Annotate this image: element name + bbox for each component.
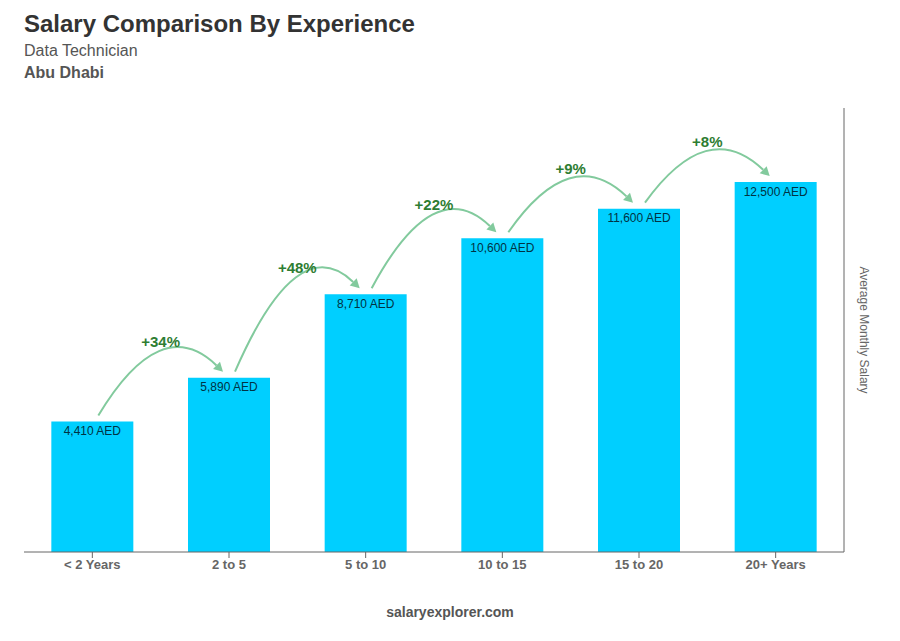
svg-text:+34%: +34% <box>141 333 180 350</box>
svg-text:10,600 AED: 10,600 AED <box>470 241 534 255</box>
svg-text:+48%: +48% <box>278 259 317 276</box>
svg-text:< 2 Years: < 2 Years <box>64 557 121 572</box>
svg-text:10 to 15: 10 to 15 <box>478 557 526 572</box>
html-text:Data Technician: Data Technician <box>24 42 138 59</box>
svg-text:8,710 AED: 8,710 AED <box>337 297 395 311</box>
svg-text:Average Monthly Salary: Average Monthly Salary <box>857 266 871 393</box>
html-text:salaryexplorer.com: salaryexplorer.com <box>386 604 514 620</box>
svg-text:+22%: +22% <box>415 196 454 213</box>
svg-text:15 to 20: 15 to 20 <box>615 557 663 572</box>
svg-text:2 to 5: 2 to 5 <box>212 557 246 572</box>
html-text:Salary Comparison By Experienc: Salary Comparison By Experience <box>24 10 415 37</box>
svg-text:11,600 AED: 11,600 AED <box>607 211 670 225</box>
svg-text:20+ Years: 20+ Years <box>746 557 806 572</box>
svg-text:4,410 AED: 4,410 AED <box>64 424 122 438</box>
svg-text:+9%: +9% <box>555 160 585 177</box>
svg-text:5 to 10: 5 to 10 <box>345 557 386 572</box>
html-text:Abu Dhabi: Abu Dhabi <box>24 64 104 81</box>
svg-text:12,500 AED: 12,500 AED <box>744 185 808 199</box>
svg-text:5,890 AED: 5,890 AED <box>200 380 258 394</box>
svg-text:+8%: +8% <box>692 133 722 150</box>
